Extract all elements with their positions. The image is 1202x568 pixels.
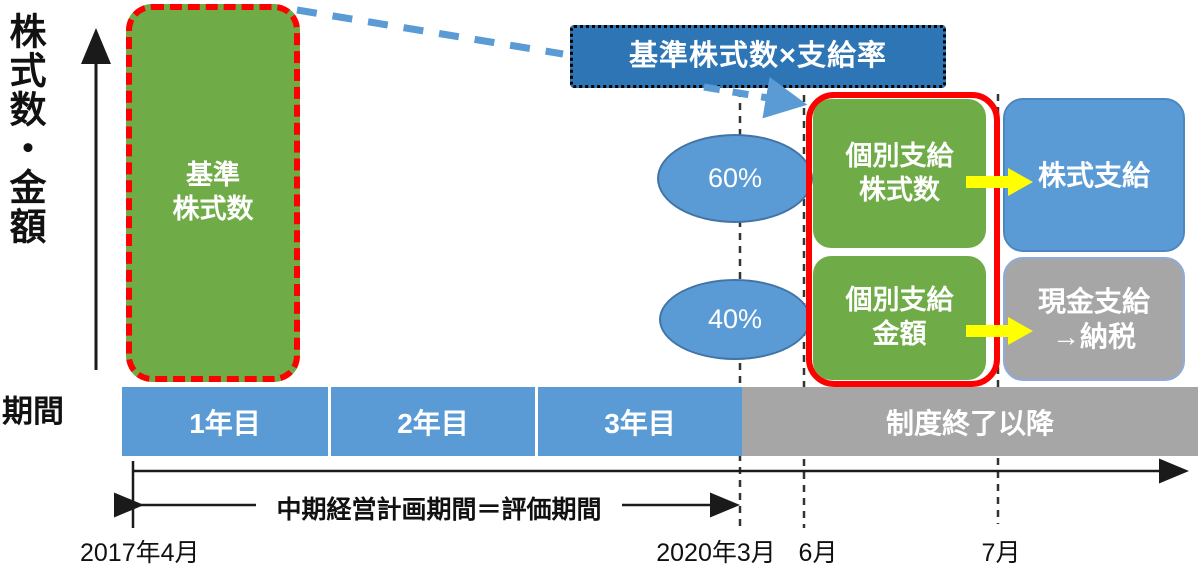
base-shares-box: 基準 株式数 bbox=[126, 4, 300, 382]
period-row-label: 期間 bbox=[2, 394, 64, 429]
grant-shares-line2: 株式数 bbox=[859, 174, 940, 205]
rate-ellipse-40: 40% bbox=[659, 279, 811, 360]
date-label-july: 7月 bbox=[981, 539, 1021, 567]
cash-payment-box: 現金支給 →納税 bbox=[1003, 257, 1185, 381]
timeline-segment-year3: 3年目 bbox=[535, 387, 742, 456]
timeline-bar: 1年目 2年目 3年目 制度終了以降 bbox=[122, 387, 1198, 456]
evaluation-period-label: 中期経営計画期間＝評価期間 bbox=[256, 490, 622, 526]
grant-shares-box: 個別支給 株式数 bbox=[813, 99, 986, 248]
date-label-2020-03: 2020年3月 bbox=[656, 539, 776, 567]
cash-payment-line1: 現金支給 bbox=[1037, 286, 1150, 317]
base-shares-line2: 株式数 bbox=[172, 194, 254, 224]
stock-payment-box: 株式支給 bbox=[1003, 98, 1185, 252]
date-label-june: 6月 bbox=[798, 539, 838, 567]
base-shares-line1: 基準 bbox=[186, 160, 240, 191]
timeline-segment-after-end: 制度終了以降 bbox=[742, 387, 1198, 456]
timeline-segment-year2: 2年目 bbox=[328, 387, 535, 456]
timeline-segment-year1: 1年目 bbox=[122, 387, 328, 456]
cash-payment-line2: →納税 bbox=[1051, 321, 1136, 352]
grant-amount-box: 個別支給 金額 bbox=[813, 256, 986, 380]
grant-amount-line1: 個別支給 bbox=[845, 285, 954, 316]
grant-group-outline bbox=[806, 92, 1000, 387]
date-label-2017-04: 2017年4月 bbox=[80, 539, 200, 567]
formula-box: 基準株式数×支給率 bbox=[570, 25, 946, 88]
grant-shares-line1: 個別支給 bbox=[845, 140, 954, 171]
rate-ellipse-60: 60% bbox=[657, 134, 813, 223]
y-axis-label: 株式数・金額 bbox=[4, 12, 45, 246]
grant-amount-line2: 金額 bbox=[872, 319, 927, 349]
